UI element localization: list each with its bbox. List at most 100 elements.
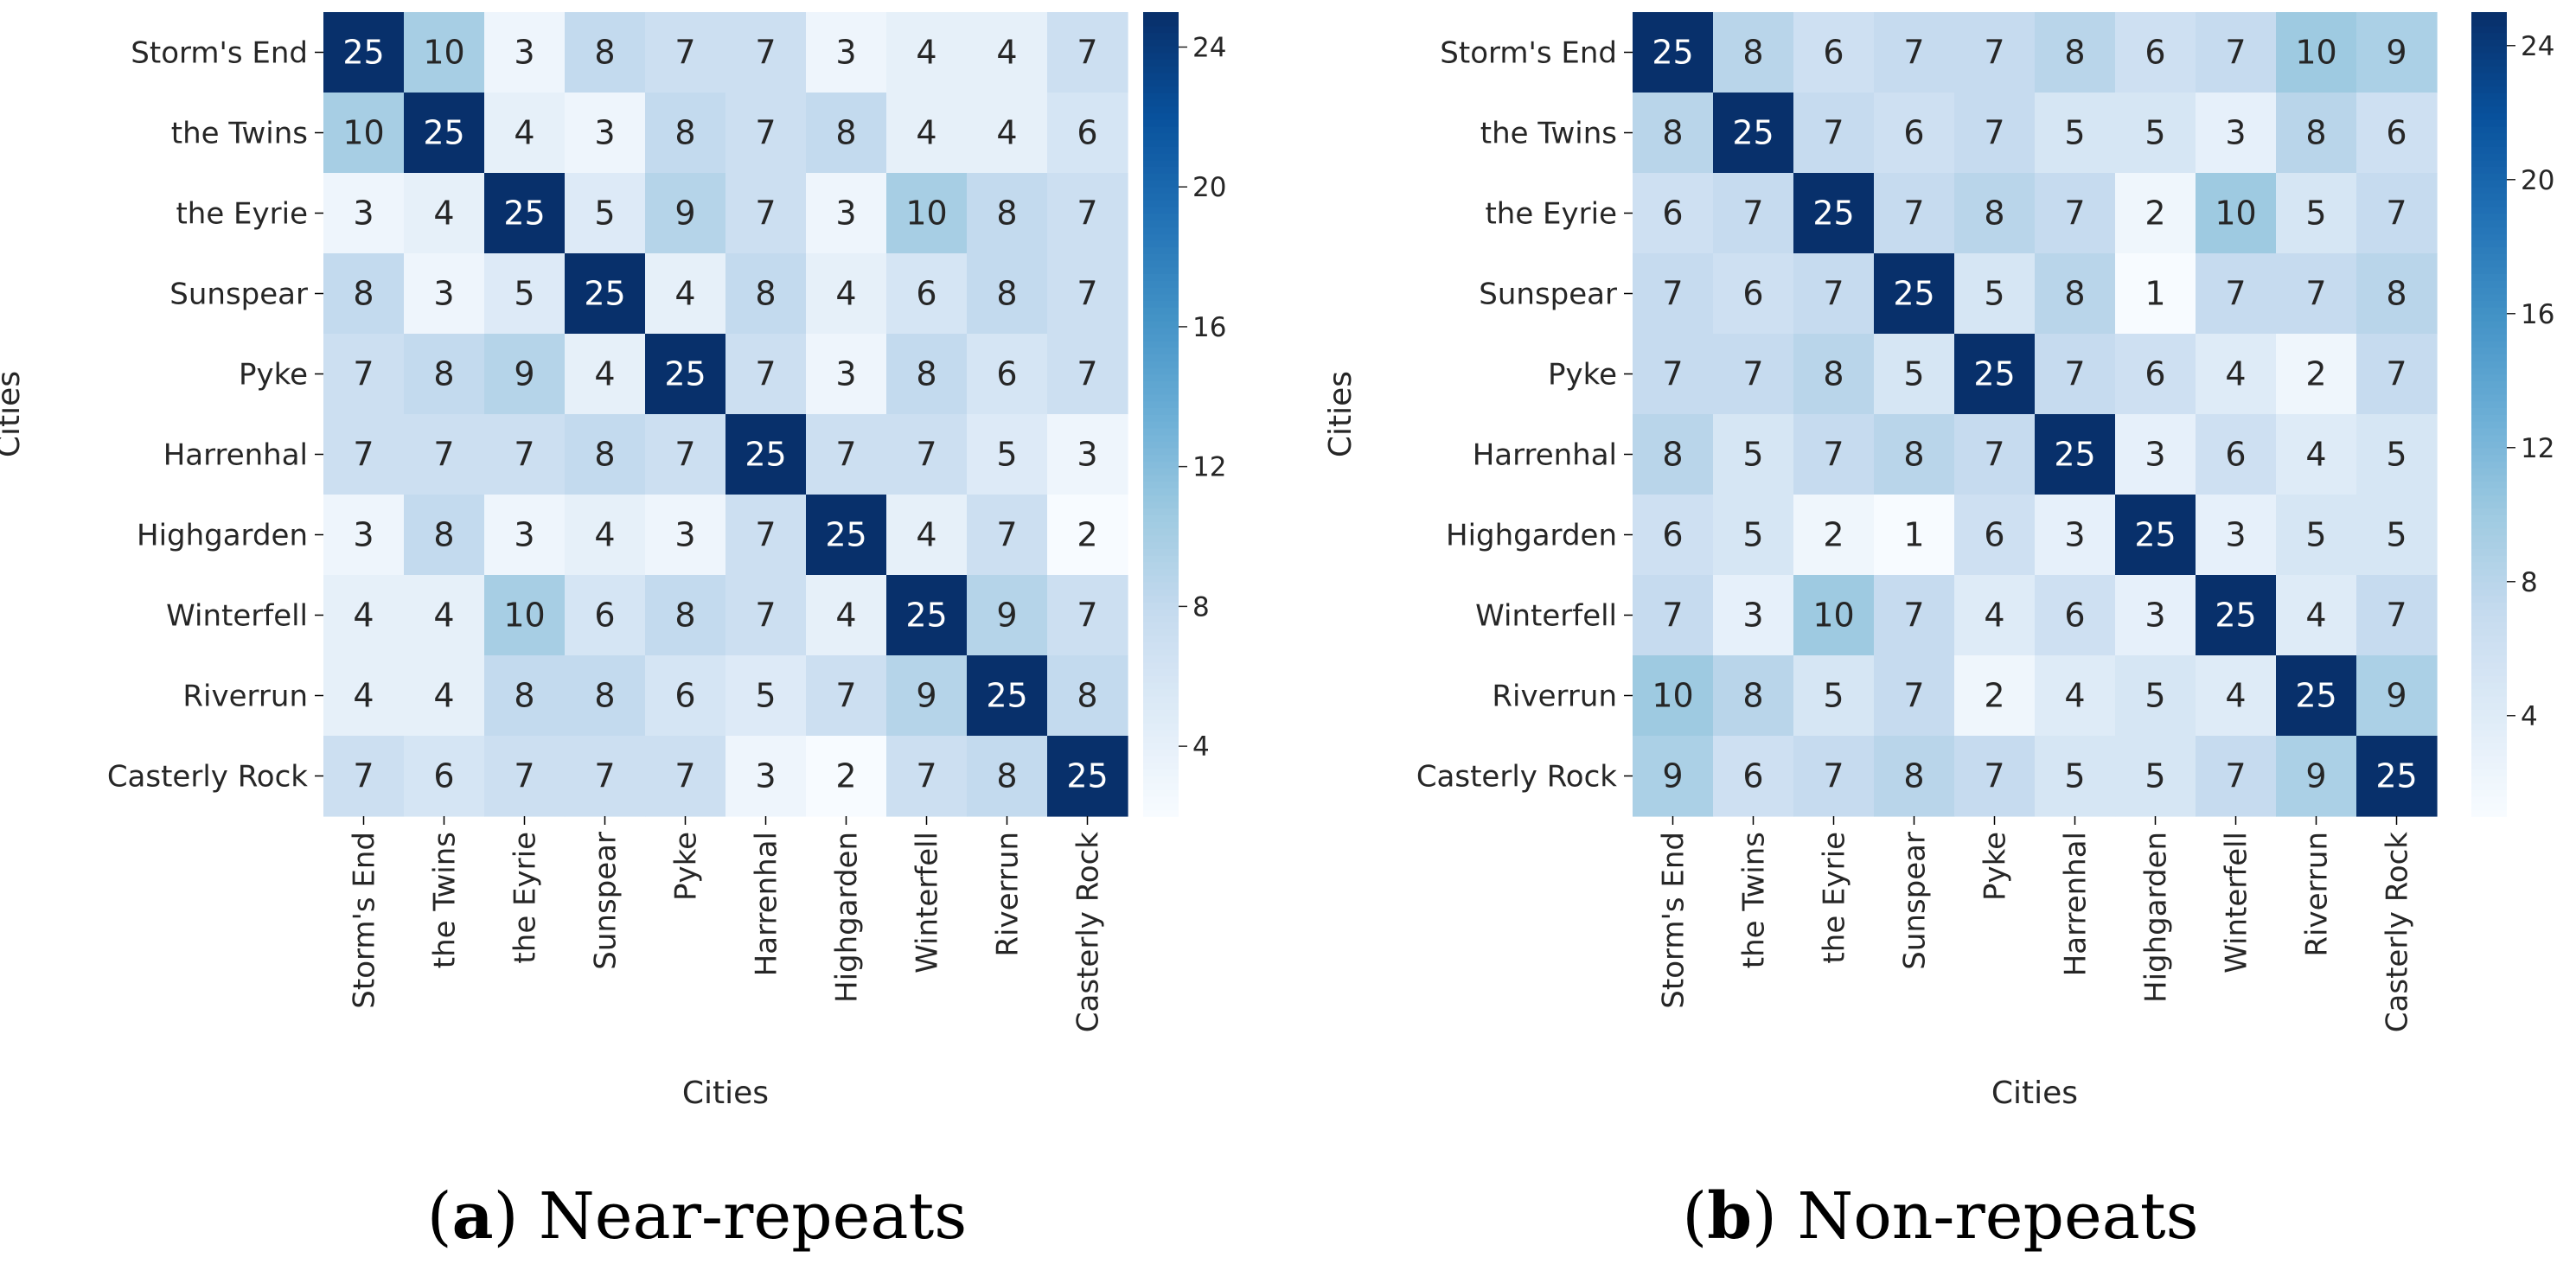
colorbar-segment (2471, 200, 2507, 207)
cell-value-label: 25 (584, 275, 625, 313)
colorbar-segment (1143, 602, 1179, 610)
colorbar-segment (1143, 749, 1179, 757)
colorbar-segment (1143, 622, 1179, 629)
heatmap-cell (645, 93, 726, 174)
colorbar-segment (2471, 802, 2507, 811)
heatmap-cell (886, 495, 968, 576)
colorbar-segment (1143, 514, 1179, 522)
colorbar-segment (1143, 286, 1179, 295)
caption-b-open: ( (1682, 1179, 1707, 1254)
heatmap-cell (484, 414, 566, 495)
cell-value-label: 7 (2305, 275, 2326, 313)
cell-value-label: 10 (342, 114, 384, 152)
colorbar-segment (1143, 340, 1179, 348)
cell-value-label: 6 (2386, 114, 2407, 152)
heatmap-cell (1713, 736, 1794, 817)
cell-value-label: 5 (2305, 195, 2326, 233)
heatmap-cell (323, 736, 405, 817)
colorbar: 4 8 12 16 20 24 (2471, 12, 2554, 817)
colorbar-tick-label: 4 (1192, 731, 1210, 763)
heatmap-cell (404, 414, 485, 495)
colorbar-segment (1143, 313, 1179, 322)
colorbar-segment (1143, 227, 1179, 234)
cell-value-label: 9 (2305, 757, 2326, 795)
heatmap-cell (2115, 575, 2196, 656)
cell-value-label: 7 (755, 114, 776, 152)
heatmap-cell (806, 93, 887, 174)
colorbar-segment (1143, 152, 1179, 161)
cell-value-label: 6 (2225, 436, 2246, 474)
colorbar-segment (1143, 354, 1179, 361)
heatmap-cell (1793, 253, 1875, 335)
cell-value-label: 8 (1984, 195, 2004, 233)
cell-value-label: 5 (2386, 436, 2407, 474)
y-tick-label-winterfell: Winterfell (1475, 599, 1617, 634)
colorbar-segment (2471, 481, 2507, 489)
colorbar-segment (2471, 340, 2507, 348)
cell-value-label: 5 (2305, 516, 2326, 554)
cell-value-label: 7 (755, 195, 776, 233)
colorbar-segment (2471, 286, 2507, 295)
heatmap-cell (1047, 655, 1128, 737)
heatmap-cell (1047, 253, 1128, 335)
colorbar-segment (2471, 729, 2507, 737)
heatmap-cell (967, 173, 1048, 254)
heatmap-cell (1793, 414, 1875, 495)
colorbar-segment (2471, 387, 2507, 395)
colorbar-segment (2471, 534, 2507, 543)
cell-value-label: 8 (433, 516, 454, 554)
colorbar-segment (2471, 239, 2507, 248)
cell-value-label: 9 (996, 597, 1017, 635)
x-tick-label-casterly-rock: Casterly Rock (1071, 832, 1106, 1032)
colorbar-segment (1143, 12, 1179, 20)
heatmap-cell (1633, 655, 1714, 737)
colorbar-tick-label: 4 (2521, 701, 2538, 732)
heatmap-cell (645, 334, 726, 415)
colorbar-segment (2471, 474, 2507, 482)
colorbar: 4 8 12 16 20 24 (1143, 12, 1226, 817)
cell-value-label: 6 (2064, 597, 2085, 635)
heatmap-cell (1713, 253, 1794, 335)
colorbar-segment (2471, 99, 2507, 107)
colorbar-segment (2471, 602, 2507, 610)
heatmap-cell (484, 253, 566, 335)
heatmap-cell (2196, 334, 2277, 415)
x-tick-label-winterfell: Winterfell (2220, 832, 2254, 974)
y-tick-label-highgarden: Highgarden (137, 519, 308, 553)
heatmap-cell (2035, 736, 2116, 817)
cell-value-label: 7 (1984, 436, 2004, 474)
cell-value-label: 7 (1984, 34, 2004, 72)
colorbar-segment (1143, 59, 1179, 67)
heatmap-cell (2276, 655, 2357, 737)
y-axis-label: Cities (1323, 371, 1358, 457)
cell-value-label: 8 (1742, 34, 1763, 72)
colorbar-segment (1143, 239, 1179, 248)
colorbar-segment (2471, 12, 2507, 20)
x-tick-label-the-twins: the Twins (428, 832, 463, 968)
cell-value-label: 7 (514, 757, 534, 795)
y-tick-label-storm-s-end: Storm's End (1440, 36, 1617, 71)
cell-value-label: 7 (674, 757, 695, 795)
cell-value-label: 25 (1893, 275, 1934, 313)
x-tick-label-storm-s-end: Storm's End (348, 832, 382, 1009)
colorbar-segment (2471, 66, 2507, 73)
cell-value-label: 4 (835, 597, 856, 635)
colorbar-segment (1143, 380, 1179, 388)
cell-value-label: 8 (1823, 355, 1844, 393)
heatmap-cell (2115, 173, 2196, 254)
cell-value-label: 7 (2386, 597, 2407, 635)
cell-value-label: 8 (674, 114, 695, 152)
colorbar-segment (1143, 361, 1179, 368)
colorbar-segment (1143, 488, 1179, 495)
colorbar-segment (1143, 146, 1179, 154)
colorbar-segment (1143, 347, 1179, 355)
heatmap-cell (967, 655, 1048, 737)
cell-value-label: 25 (423, 114, 464, 152)
heatmap-cell (725, 414, 807, 495)
heatmap-cell (1793, 655, 1875, 737)
heatmap-cell (725, 253, 807, 335)
caption-a: (a) Near-repeats (427, 1179, 967, 1254)
heatmap-cell (645, 575, 726, 656)
heatmap-cell (967, 93, 1048, 174)
